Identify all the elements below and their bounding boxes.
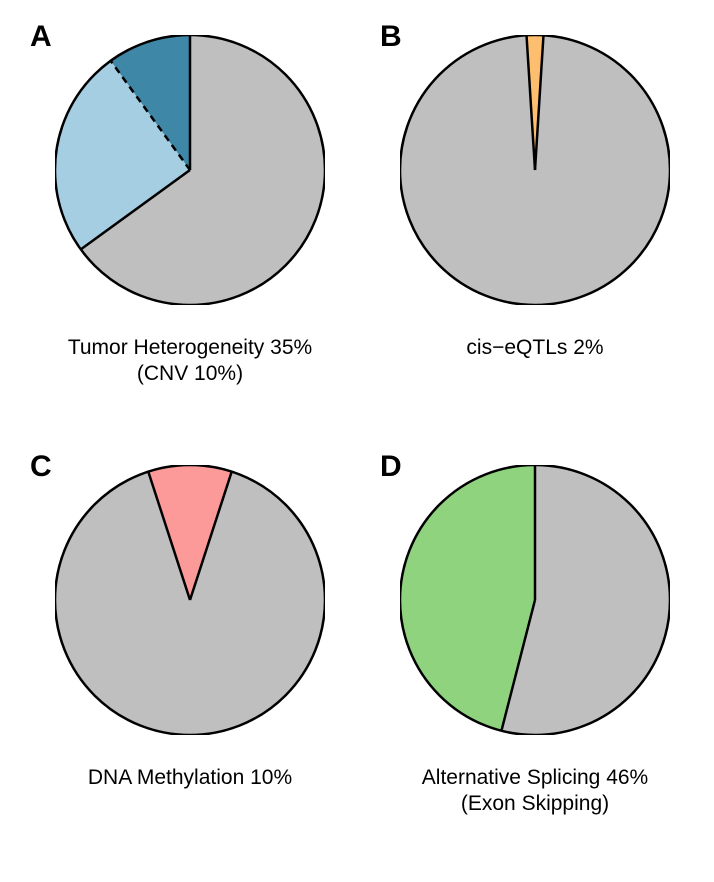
panel-label-d: D xyxy=(380,450,402,484)
caption-d: Alternative Splicing 46% (Exon Skipping) xyxy=(385,765,685,818)
pie-chart-d xyxy=(400,465,670,735)
pie-chart-a xyxy=(55,35,325,305)
caption-b: cis−eQTLs 2% xyxy=(385,335,685,361)
pie-chart-b xyxy=(400,35,670,305)
caption-c: DNA Methylation 10% xyxy=(40,765,340,791)
pie-chart-c xyxy=(55,465,325,735)
caption-c-line1: DNA Methylation 10% xyxy=(88,766,292,789)
figure-container: A Tumor Heterogeneity 35% (CNV 10%) B ci… xyxy=(0,0,714,882)
panel-label-b: B xyxy=(380,20,402,54)
caption-a-line2: (CNV 10%) xyxy=(137,362,243,385)
caption-b-line1: cis−eQTLs 2% xyxy=(466,336,603,359)
panel-label-c: C xyxy=(30,450,52,484)
caption-a-line1: Tumor Heterogeneity 35% xyxy=(68,336,312,359)
caption-d-line1: Alternative Splicing 46% xyxy=(422,766,648,789)
panel-label-a: A xyxy=(30,20,52,54)
caption-d-line2: (Exon Skipping) xyxy=(461,792,609,815)
caption-a: Tumor Heterogeneity 35% (CNV 10%) xyxy=(40,335,340,388)
